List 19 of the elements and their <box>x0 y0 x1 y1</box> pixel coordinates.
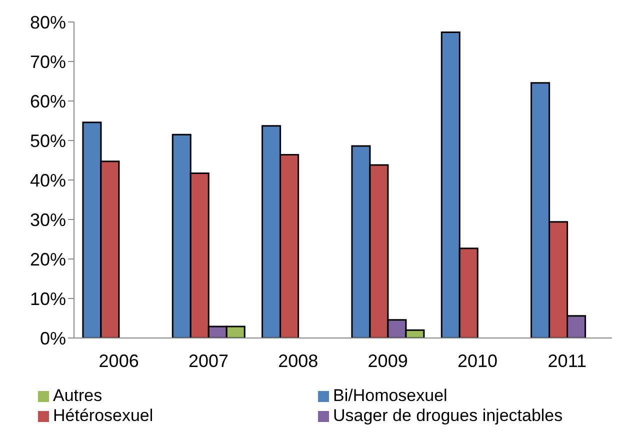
y-tick-label: 40% <box>30 170 66 190</box>
y-tick-label: 30% <box>30 210 66 230</box>
y-tick-label: 80% <box>30 12 66 32</box>
x-tick-label: 2008 <box>278 350 318 371</box>
x-tick-label: 2006 <box>98 350 139 371</box>
legend-label: Usager de drogues injectables <box>333 406 564 426</box>
y-tick-label: 10% <box>30 288 66 309</box>
y-tick-label: 60% <box>30 91 66 112</box>
y-tick-label: 20% <box>30 249 66 270</box>
x-tick-label: 2011 <box>548 350 587 371</box>
y-tick-label: 70% <box>30 52 66 72</box>
x-tick-label: 2009 <box>368 350 408 371</box>
legend-label: Autres <box>53 386 104 406</box>
y-tick-label: 50% <box>30 130 66 151</box>
legend-label: Hétérosexuel <box>53 406 154 426</box>
x-tick-label: 2007 <box>188 350 229 371</box>
x-tick-label: 2010 <box>457 350 498 371</box>
y-tick-label: 0% <box>40 328 66 348</box>
legend-label: Bi/Homosexuel <box>333 386 448 406</box>
